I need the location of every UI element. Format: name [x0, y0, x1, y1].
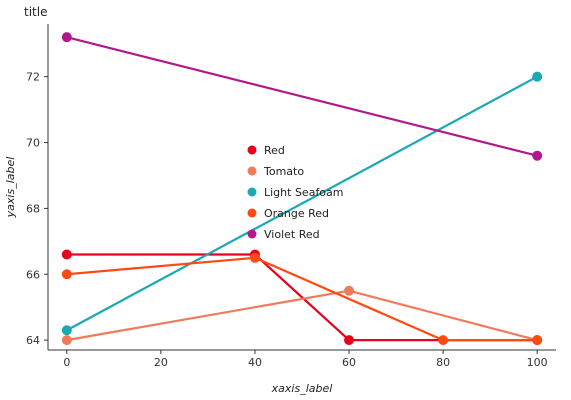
data-point-red — [61, 249, 72, 260]
legend-marker-red — [247, 145, 257, 155]
x-tick-label: 0 — [63, 356, 70, 369]
y-axis-title: yaxis_label — [4, 157, 17, 219]
series-line-orange-red — [66, 256, 538, 342]
axes: 64 66 68 70 72 0 20 40 60 80 100 — [26, 24, 556, 369]
data-point-orange-red — [438, 335, 449, 346]
data-point-violet-red — [532, 150, 543, 161]
legend-label-violet-red: Violet Red — [264, 228, 320, 241]
series-violet-red — [61, 32, 543, 161]
x-tick-label: 80 — [436, 356, 450, 369]
legend-marker-orange-red — [247, 208, 257, 218]
series-red — [61, 249, 543, 346]
series-line-violet-red — [66, 36, 538, 157]
x-axis-title: xaxis_label — [271, 382, 333, 395]
data-point-light-seafoam — [61, 325, 72, 336]
legend-marker-violet-red — [247, 229, 257, 239]
y-tick-label: 68 — [26, 202, 40, 215]
x-tick-label: 40 — [248, 356, 262, 369]
data-point-light-seafoam — [532, 71, 543, 82]
legend-label-orange-red: Orange Red — [264, 207, 329, 220]
y-tick-label: 72 — [26, 71, 40, 84]
legend-label-red: Red — [264, 144, 285, 157]
legend-label-light-seafoam: Light Seafoam — [264, 186, 344, 199]
series-line-light-seafoam — [66, 75, 538, 332]
legend-label-tomato: Tomato — [263, 165, 304, 178]
data-point-red — [344, 335, 355, 346]
y-tick-label: 64 — [26, 334, 40, 347]
y-tick-label: 70 — [26, 137, 40, 150]
data-point-orange-red — [532, 335, 543, 346]
legend: Red Tomato Light Seafoam Orange Red Violet R… — [247, 144, 344, 241]
data-point-orange-red — [61, 269, 72, 280]
x-tick-label: 20 — [154, 356, 168, 369]
y-tick-label: 66 — [26, 268, 40, 281]
series-layer — [61, 32, 543, 346]
series-line-tomato — [66, 289, 538, 342]
data-point-tomato — [344, 285, 355, 296]
x-tick-label: 60 — [342, 356, 356, 369]
x-tick-label: 100 — [527, 356, 548, 369]
data-point-tomato — [61, 335, 72, 346]
data-point-orange-red — [249, 252, 260, 263]
data-point-violet-red — [61, 32, 72, 43]
legend-marker-tomato — [247, 166, 257, 176]
series-orange-red — [61, 252, 543, 346]
legend-marker-light-seafoam — [247, 187, 257, 197]
series-light-seafoam — [61, 71, 543, 336]
chart-title: title — [24, 5, 47, 19]
